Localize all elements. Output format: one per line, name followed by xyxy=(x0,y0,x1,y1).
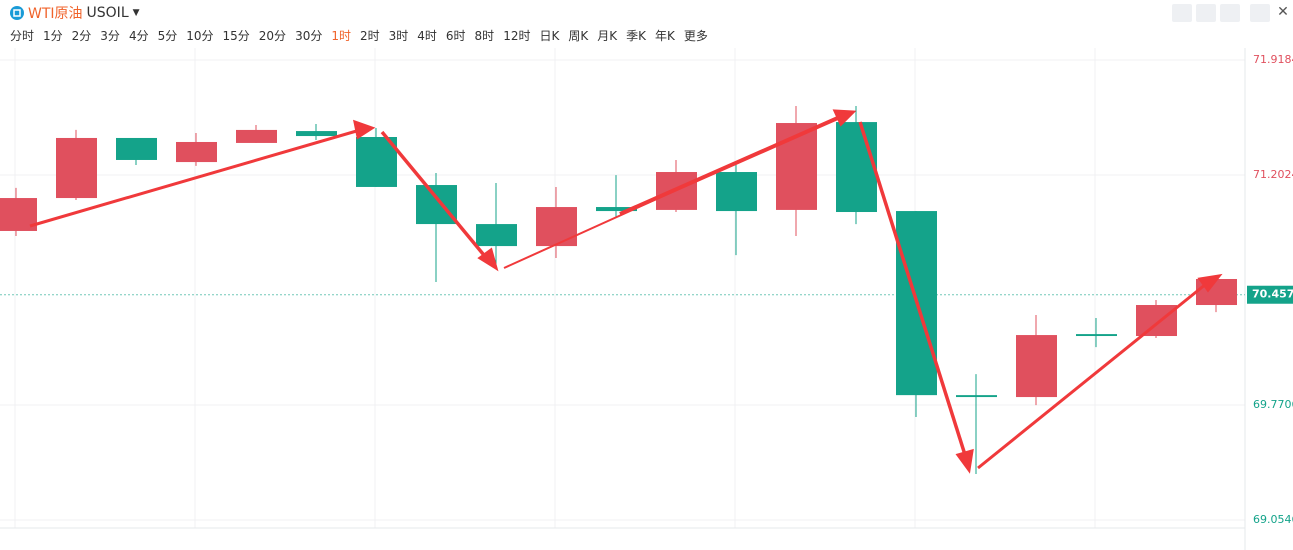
timeframe-tab[interactable]: 更多 xyxy=(683,29,708,43)
timeframe-tab[interactable]: 2分 xyxy=(71,29,92,43)
timeframe-tab[interactable]: 分时 xyxy=(10,29,35,43)
candle-body xyxy=(476,224,517,247)
candle-body xyxy=(716,172,757,212)
timeframe-tab[interactable]: 12时 xyxy=(503,29,531,43)
candle-body xyxy=(1136,305,1177,337)
candle-body xyxy=(356,137,397,187)
timeframe-tab[interactable]: 周K xyxy=(568,29,589,43)
timeframe-tab[interactable]: 日K xyxy=(539,29,560,43)
chart-type-button[interactable] xyxy=(1220,4,1240,22)
candle-body xyxy=(836,122,877,213)
timeframe-tab[interactable]: 15分 xyxy=(222,29,250,43)
timeframe-tab[interactable]: 1分 xyxy=(43,29,63,43)
candle-body xyxy=(116,137,157,160)
candle-body xyxy=(56,137,97,199)
top-bar: WTI原油 USOIL ▼ ✕ xyxy=(0,0,1293,24)
timeframe-tab[interactable]: 8时 xyxy=(474,29,495,43)
dropdown-caret: ▼ xyxy=(132,8,140,18)
y-tick-label: 71.9184 xyxy=(1253,53,1293,66)
timeframe-tab[interactable]: 20分 xyxy=(258,29,287,43)
symbol-icon xyxy=(10,6,24,20)
candle-body xyxy=(236,129,277,143)
timeframe-tab[interactable]: 30分 xyxy=(295,29,323,43)
indicator-button[interactable] xyxy=(1172,4,1192,22)
symbol-name: WTI原油 xyxy=(28,6,83,22)
symbol-code: USOIL xyxy=(86,5,129,21)
timeframe-tab[interactable]: 3时 xyxy=(388,29,409,43)
timeframe-bar: 分时 1分 2分 3分 4分 5分 10分 15分 20分 30分 1时 2时 3时 4时 6时 8时 12时日… xyxy=(10,27,708,44)
timeframe-tab[interactable]: 2时 xyxy=(359,29,380,43)
timeframe-tab[interactable]: 1时 xyxy=(331,29,351,43)
fullscreen-button[interactable] xyxy=(1250,4,1270,22)
candle-body xyxy=(596,207,637,212)
candle-body xyxy=(296,131,337,137)
timeframe-tab[interactable]: 4分 xyxy=(128,29,149,43)
candle-body xyxy=(1016,335,1057,398)
current-price-label: 70.4570 xyxy=(1252,288,1293,301)
current-price-box xyxy=(1247,285,1293,304)
timeframe-tab[interactable]: 季K xyxy=(626,29,646,43)
y-tick-label: 69.7706 xyxy=(1253,398,1293,411)
annotations xyxy=(29,109,1223,474)
timeframe-tab[interactable]: 4时 xyxy=(417,29,437,43)
draw-button[interactable] xyxy=(1196,4,1216,22)
symbol[interactable]: WTI原油 USOIL ▼ xyxy=(10,3,140,23)
close-button[interactable]: ✕ xyxy=(1277,4,1289,20)
candle-body xyxy=(1076,334,1117,337)
timeframe-tab[interactable]: 月K xyxy=(597,29,618,43)
timeframe-tab[interactable]: 10分 xyxy=(186,29,214,43)
timeframe-tab[interactable]: 年K xyxy=(654,29,675,43)
timeframe-tab[interactable]: 6时 xyxy=(445,29,466,43)
timeframe-tab[interactable]: 3分 xyxy=(100,29,120,43)
candle-body xyxy=(176,141,217,163)
candle-body xyxy=(956,395,997,398)
timeframe-tab[interactable]: 5分 xyxy=(157,29,178,43)
y-tick-label: 71.2024 xyxy=(1253,168,1293,181)
candle-body xyxy=(416,185,457,225)
candle-body xyxy=(536,207,577,247)
